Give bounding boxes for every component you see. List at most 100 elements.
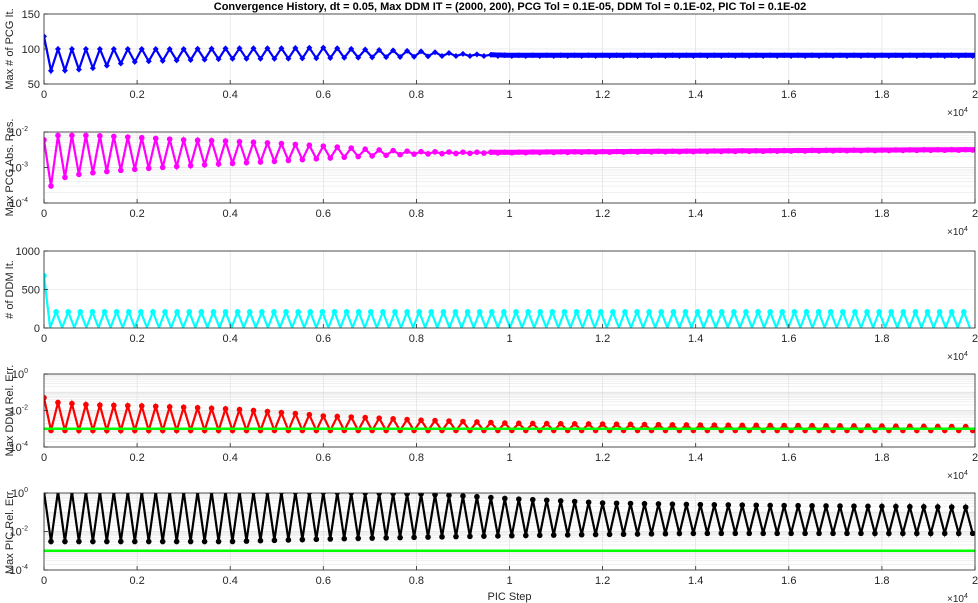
data-point <box>278 409 285 416</box>
data-point <box>439 534 445 540</box>
data-point <box>259 309 265 315</box>
data-point <box>187 162 194 169</box>
data-point <box>452 53 459 59</box>
data-point <box>390 47 397 54</box>
data-point <box>124 46 131 52</box>
data-point <box>44 272 47 279</box>
data-point <box>432 49 439 56</box>
data-point <box>844 530 850 537</box>
data-point <box>138 309 144 315</box>
data-point <box>872 530 878 537</box>
data-point <box>306 493 312 495</box>
data-point <box>522 532 529 539</box>
data-point <box>900 309 907 315</box>
data-point <box>236 138 243 145</box>
data-point <box>669 421 676 428</box>
panel-5: 0 0.2 0.4 0.6 0.8 1 1.2 1.4 1.6 1.8 2 ×104 10-4 10-2 1… <box>4 487 978 603</box>
data-point <box>550 532 557 538</box>
x-tick-label: 0.6 <box>316 333 331 345</box>
data-point <box>271 55 278 62</box>
data-point <box>641 421 648 428</box>
data-point <box>362 146 368 152</box>
data-point <box>131 166 138 173</box>
data-point <box>781 502 787 509</box>
data-point <box>711 501 718 508</box>
data-point <box>529 420 536 427</box>
x-tick-label: 0.6 <box>316 452 331 464</box>
data-point <box>369 54 376 61</box>
x-tick-label: 0.4 <box>223 208 238 220</box>
data-point <box>392 309 398 315</box>
data-point <box>865 503 871 510</box>
x-tick-label: 0 <box>41 452 47 464</box>
data-point <box>888 309 895 315</box>
data-point <box>167 493 173 495</box>
data-point <box>313 55 320 62</box>
data-point <box>501 309 507 315</box>
data-point <box>852 309 858 315</box>
x-tick-label: 1 <box>506 208 512 220</box>
x-tick-label: 1.8 <box>874 89 889 101</box>
x-tick-label: 1.6 <box>781 333 796 345</box>
series-blue <box>44 33 975 76</box>
data-point <box>348 45 355 52</box>
data-point <box>585 499 592 506</box>
data-point <box>795 422 801 429</box>
x-axis-label: PIC Step <box>487 591 531 603</box>
data-point <box>201 56 208 63</box>
data-point <box>125 309 132 315</box>
data-point <box>246 309 253 315</box>
data-point <box>711 422 718 428</box>
data-point <box>767 502 773 509</box>
data-point <box>453 533 459 540</box>
data-point <box>65 309 72 315</box>
data-point <box>837 423 843 429</box>
x-tick-label: 1 <box>506 89 512 101</box>
data-point <box>948 309 955 315</box>
data-point <box>320 143 327 149</box>
data-point <box>788 530 794 537</box>
data-point <box>327 536 334 542</box>
data-point <box>803 309 810 315</box>
data-point <box>425 53 432 60</box>
data-point <box>257 537 264 544</box>
data-point <box>670 309 677 315</box>
data-point <box>251 493 256 495</box>
data-point <box>383 54 390 61</box>
data-point <box>201 162 208 168</box>
data-point <box>753 422 760 429</box>
data-point <box>383 152 389 159</box>
series-cyan <box>44 272 971 328</box>
data-point <box>466 53 473 59</box>
data-point <box>236 406 243 413</box>
data-point <box>222 406 229 412</box>
x-tick-label: 1.2 <box>595 89 610 101</box>
x-tick-label: 1.6 <box>781 89 796 101</box>
data-point <box>343 309 350 315</box>
data-point <box>355 535 362 542</box>
data-point <box>513 309 519 315</box>
data-point <box>53 309 59 315</box>
data-point <box>428 309 435 315</box>
data-point <box>222 45 229 52</box>
data-point <box>815 309 822 315</box>
data-point <box>250 407 257 414</box>
data-point <box>118 167 124 174</box>
panel-1: 0 0.2 0.4 0.6 0.8 1 1.2 1.4 1.6 1.8 2 ×104 50 100 150 M… <box>4 8 978 119</box>
data-point <box>327 54 334 61</box>
data-point <box>779 309 786 315</box>
data-point <box>383 535 389 541</box>
x-tick-label: 0 <box>41 89 47 101</box>
data-point <box>467 150 473 157</box>
data-point <box>97 402 103 408</box>
data-point <box>334 413 341 420</box>
data-point <box>362 414 368 421</box>
data-point <box>194 137 201 144</box>
data-point <box>627 421 634 428</box>
data-point <box>760 530 766 537</box>
data-point <box>502 495 508 502</box>
data-point <box>101 309 108 315</box>
data-point <box>941 530 948 537</box>
x-tick-label: 1.2 <box>595 333 610 345</box>
data-point <box>68 46 75 52</box>
